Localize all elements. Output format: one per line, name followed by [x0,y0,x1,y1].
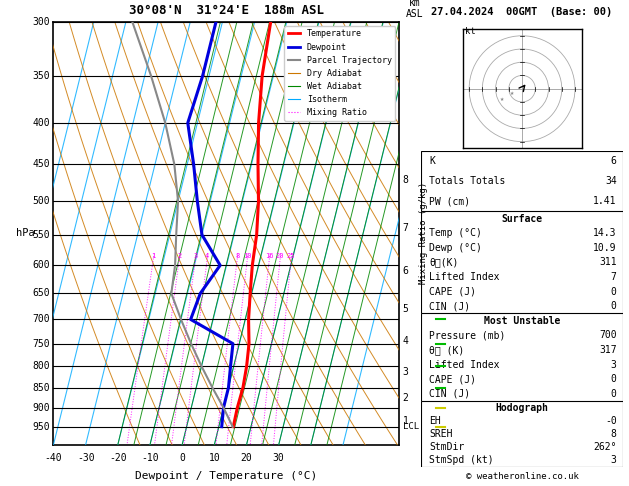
Text: 317: 317 [599,345,616,355]
Text: 14.3: 14.3 [593,228,616,238]
Text: 10: 10 [208,453,220,464]
Text: 2: 2 [177,253,181,260]
Text: 0: 0 [179,453,185,464]
Text: 0: 0 [611,301,616,311]
Legend: Temperature, Dewpoint, Parcel Trajectory, Dry Adiabat, Wet Adiabat, Isotherm, Mi: Temperature, Dewpoint, Parcel Trajectory… [284,26,395,121]
Text: Mixing Ratio (g/kg): Mixing Ratio (g/kg) [419,182,428,284]
Text: 0: 0 [611,389,616,399]
Text: 8: 8 [235,253,239,260]
Text: 750: 750 [33,339,50,348]
Text: 400: 400 [33,118,50,128]
Text: 7: 7 [611,272,616,282]
Text: Temp (°C): Temp (°C) [430,228,482,238]
Text: Lifted Index: Lifted Index [430,272,500,282]
Text: 262°: 262° [593,442,616,452]
Text: 4: 4 [205,253,209,260]
Text: -0: -0 [605,416,616,426]
Text: 3: 3 [611,455,616,465]
Text: Hodograph: Hodograph [496,402,548,413]
Text: -40: -40 [45,453,62,464]
Text: 1: 1 [403,417,408,426]
Text: 5: 5 [403,304,408,314]
Text: PW (cm): PW (cm) [430,196,470,206]
Text: LCL: LCL [403,422,419,431]
Text: -30: -30 [77,453,94,464]
Text: ★: ★ [509,89,514,96]
Text: 1: 1 [151,253,155,260]
Text: StmDir: StmDir [430,442,465,452]
Text: 7: 7 [403,223,408,233]
Text: 4: 4 [403,336,408,347]
Text: 27.04.2024  00GMT  (Base: 00): 27.04.2024 00GMT (Base: 00) [431,7,613,17]
Text: 700: 700 [33,314,50,325]
Text: EH: EH [430,416,441,426]
Text: 16: 16 [265,253,274,260]
Text: hPa: hPa [16,228,35,238]
Text: 20: 20 [276,253,284,260]
Text: 8: 8 [403,174,408,185]
Text: 8: 8 [611,429,616,439]
Text: Dewpoint / Temperature (°C): Dewpoint / Temperature (°C) [135,471,318,481]
Text: 20: 20 [241,453,252,464]
Text: 300: 300 [33,17,50,27]
Text: © weatheronline.co.uk: © weatheronline.co.uk [465,472,579,481]
Text: 2: 2 [403,393,408,403]
Text: CAPE (J): CAPE (J) [430,287,477,296]
Text: km
ASL: km ASL [406,0,424,19]
Text: 10: 10 [243,253,252,260]
Text: kt: kt [465,27,476,36]
Text: 800: 800 [33,361,50,371]
Text: 30°08'N  31°24'E  188m ASL: 30°08'N 31°24'E 188m ASL [129,4,324,17]
Text: θᴇ (K): θᴇ (K) [430,345,465,355]
Text: Surface: Surface [501,214,543,224]
Text: 311: 311 [599,258,616,267]
Text: -20: -20 [109,453,126,464]
Text: 0: 0 [611,374,616,384]
Text: 6: 6 [611,156,616,166]
Text: 0: 0 [611,287,616,296]
Text: 25: 25 [287,253,296,260]
Text: Pressure (mb): Pressure (mb) [430,330,506,340]
Text: ★: ★ [500,96,504,102]
Text: Most Unstable: Most Unstable [484,316,560,326]
Text: 3: 3 [403,366,408,377]
Text: Totals Totals: Totals Totals [430,176,506,186]
Text: 700: 700 [599,330,616,340]
Text: 900: 900 [33,403,50,413]
Text: 1.41: 1.41 [593,196,616,206]
Text: CIN (J): CIN (J) [430,301,470,311]
Text: Lifted Index: Lifted Index [430,360,500,369]
Text: CAPE (J): CAPE (J) [430,374,477,384]
Text: 950: 950 [33,422,50,432]
Text: θᴇ(K): θᴇ(K) [430,258,459,267]
Text: 3: 3 [611,360,616,369]
Text: K: K [430,156,435,166]
Text: StmSpd (kt): StmSpd (kt) [430,455,494,465]
Text: 650: 650 [33,288,50,298]
Text: 500: 500 [33,196,50,206]
Text: SREH: SREH [430,429,453,439]
Text: 350: 350 [33,71,50,81]
Text: -10: -10 [141,453,159,464]
Text: 30: 30 [273,453,284,464]
Text: 850: 850 [33,382,50,393]
Text: 6: 6 [403,266,408,276]
Text: 550: 550 [33,230,50,240]
Text: 3: 3 [193,253,198,260]
Text: CIN (J): CIN (J) [430,389,470,399]
Text: 450: 450 [33,159,50,169]
Text: Dewp (°C): Dewp (°C) [430,243,482,253]
Text: 600: 600 [33,260,50,270]
Text: 34: 34 [605,176,616,186]
Text: 10.9: 10.9 [593,243,616,253]
